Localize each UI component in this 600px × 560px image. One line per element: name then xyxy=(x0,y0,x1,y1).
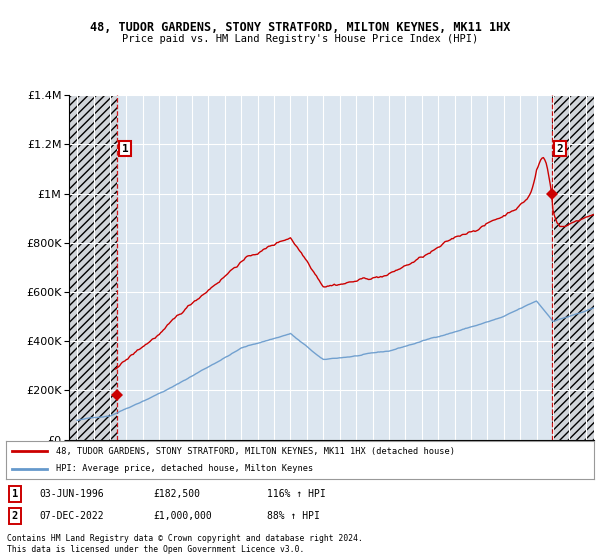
Bar xyxy=(551,95,594,440)
Text: 2: 2 xyxy=(557,143,563,153)
Text: 116% ↑ HPI: 116% ↑ HPI xyxy=(267,489,326,499)
Text: 48, TUDOR GARDENS, STONY STRATFORD, MILTON KEYNES, MK11 1HX (detached house): 48, TUDOR GARDENS, STONY STRATFORD, MILT… xyxy=(56,446,455,455)
Text: 07-DEC-2022: 07-DEC-2022 xyxy=(39,511,104,521)
Text: £1,000,000: £1,000,000 xyxy=(153,511,212,521)
Text: 1: 1 xyxy=(122,143,128,153)
Bar xyxy=(69,95,117,440)
Text: This data is licensed under the Open Government Licence v3.0.: This data is licensed under the Open Gov… xyxy=(7,545,305,554)
Text: £182,500: £182,500 xyxy=(153,489,200,499)
Text: 2: 2 xyxy=(12,511,18,521)
Text: 48, TUDOR GARDENS, STONY STRATFORD, MILTON KEYNES, MK11 1HX: 48, TUDOR GARDENS, STONY STRATFORD, MILT… xyxy=(90,21,510,34)
Text: 03-JUN-1996: 03-JUN-1996 xyxy=(39,489,104,499)
Text: Contains HM Land Registry data © Crown copyright and database right 2024.: Contains HM Land Registry data © Crown c… xyxy=(7,534,363,543)
Text: Price paid vs. HM Land Registry's House Price Index (HPI): Price paid vs. HM Land Registry's House … xyxy=(122,34,478,44)
Text: 1: 1 xyxy=(12,489,18,499)
Text: HPI: Average price, detached house, Milton Keynes: HPI: Average price, detached house, Milt… xyxy=(56,464,313,473)
Text: 88% ↑ HPI: 88% ↑ HPI xyxy=(267,511,320,521)
